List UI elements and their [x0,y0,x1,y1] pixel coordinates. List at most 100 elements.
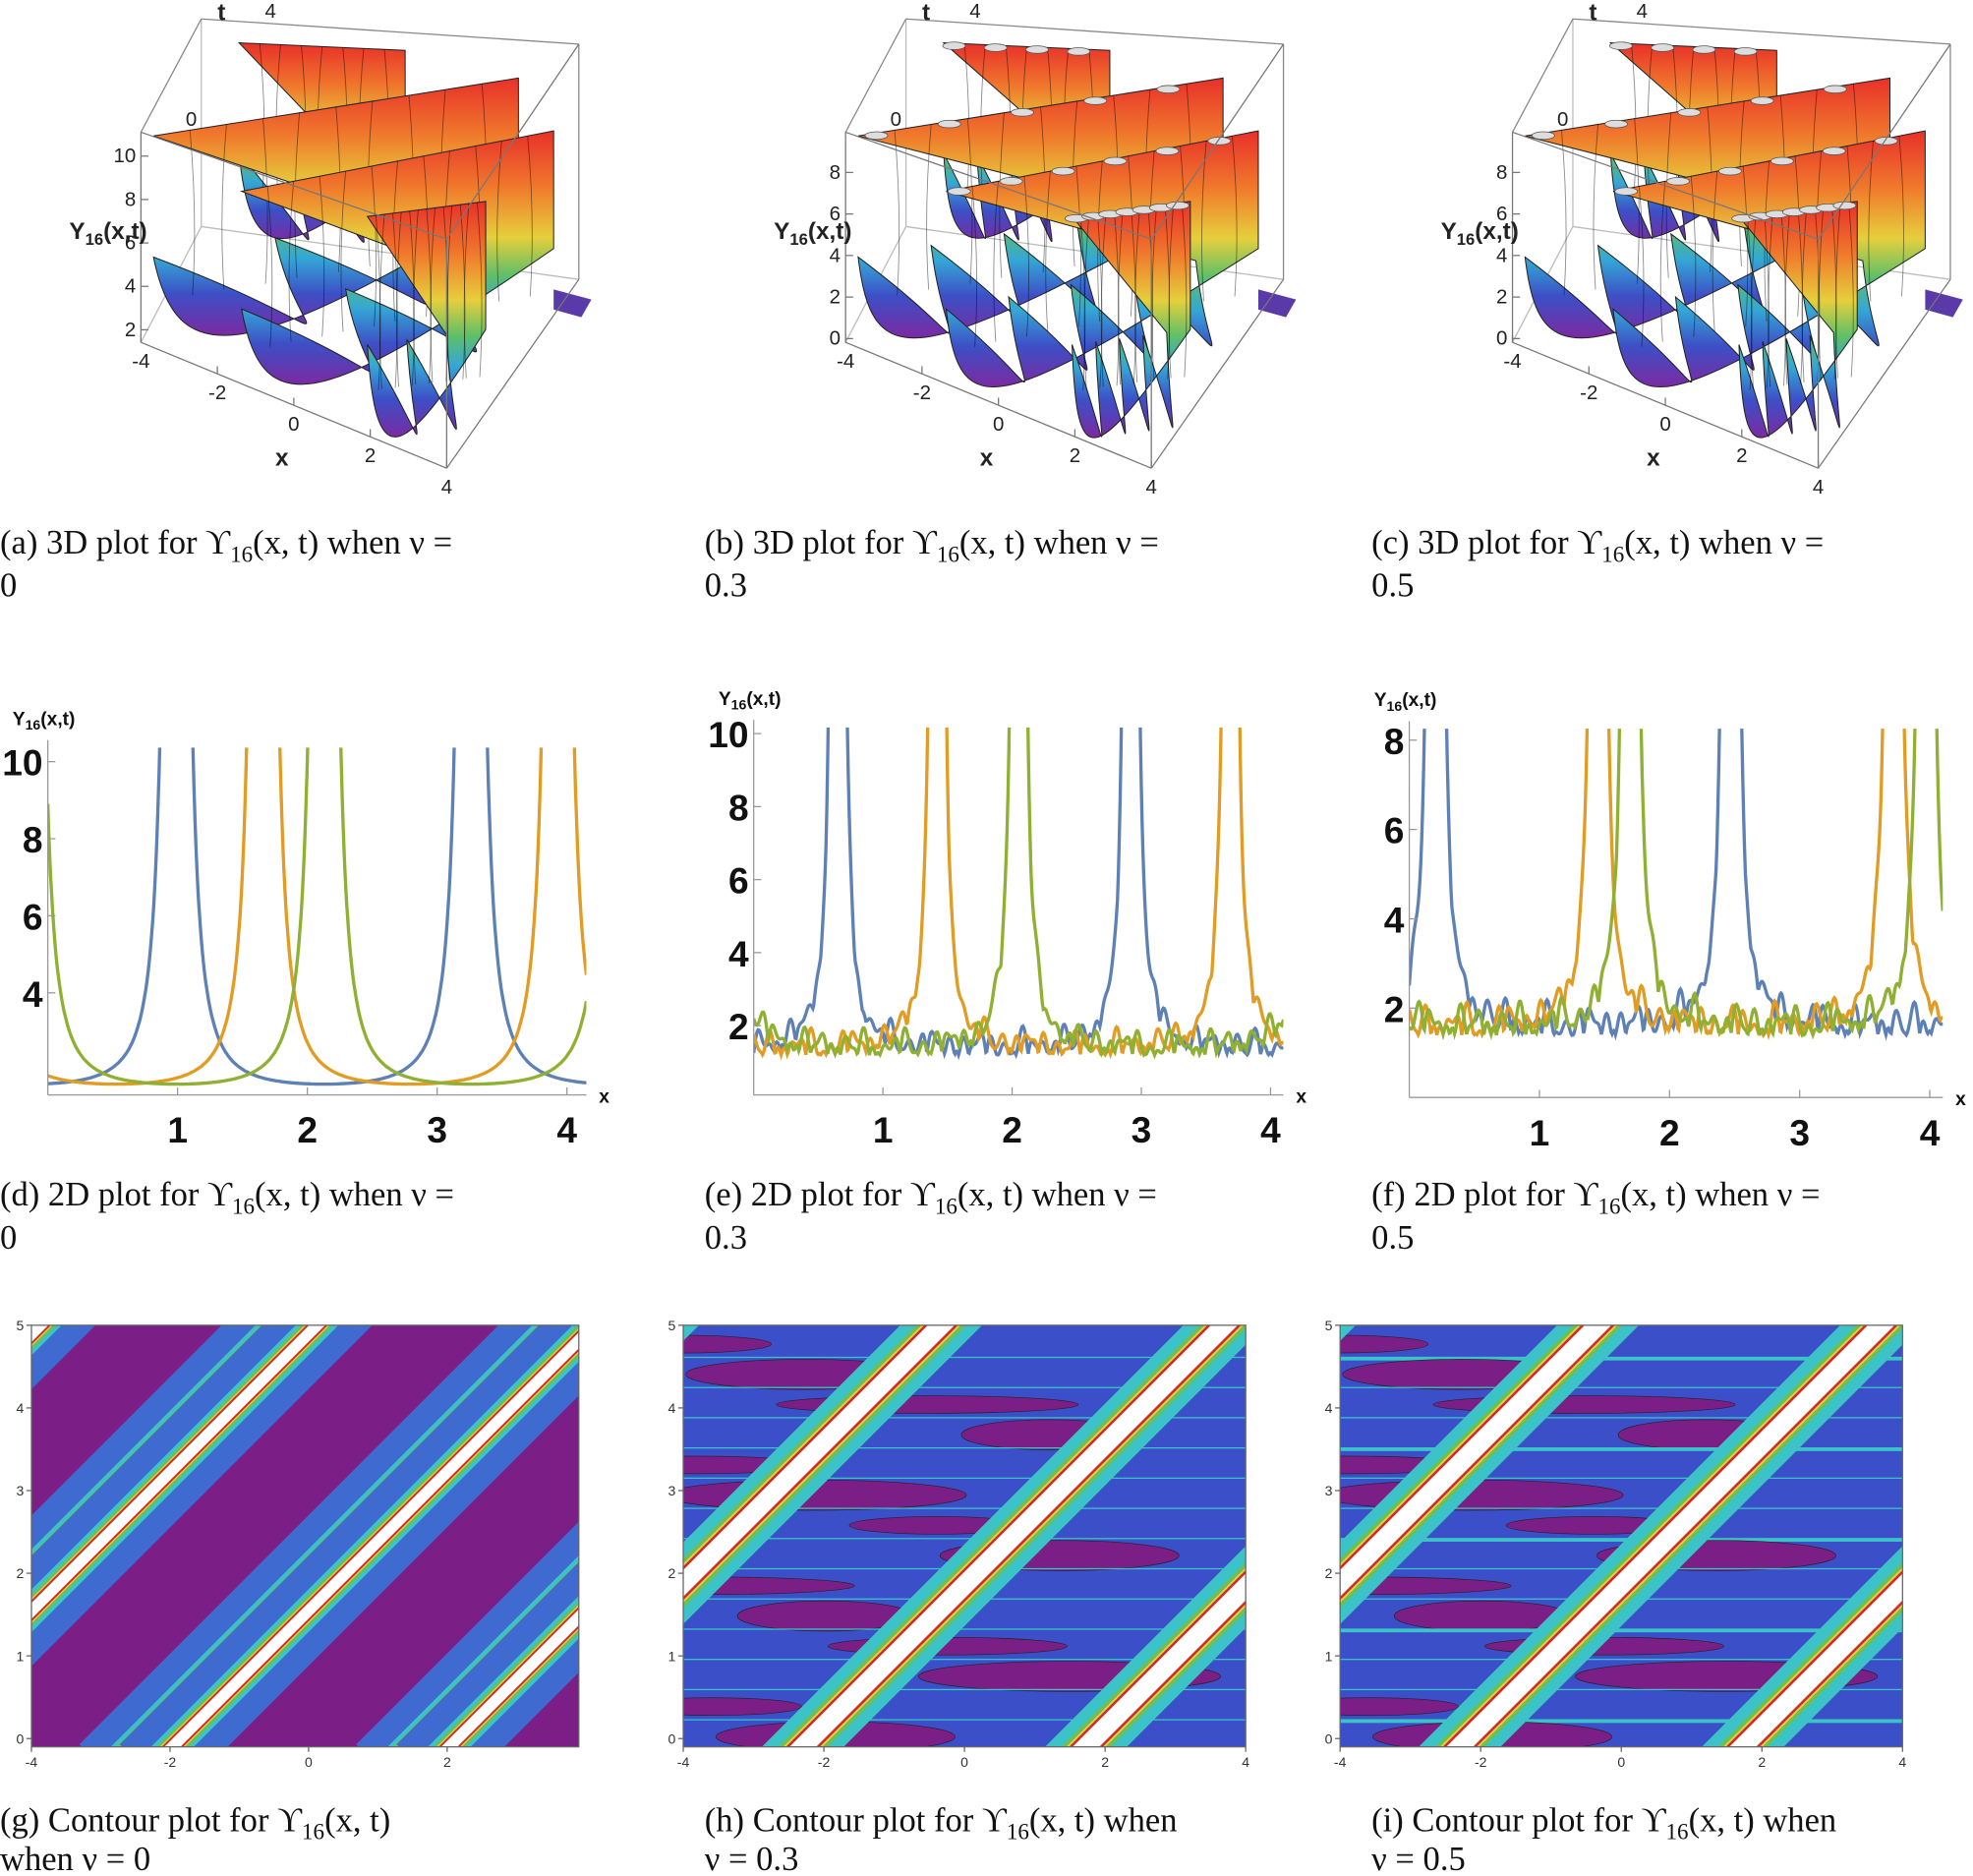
y-axis-label-sub: 16 [1387,698,1403,714]
t-axis-label: t [1589,0,1596,27]
y-axis-label: Y16(x,t) [1374,690,1437,714]
x-tick-label: -2 [1475,1754,1487,1770]
y-tick-label: 10 [708,714,748,755]
curve [753,727,1284,1060]
y-tick-label: 2 [16,1565,24,1581]
z-axis-label-sub: 16 [1457,230,1475,249]
y-tick-label: 3 [1325,1483,1333,1498]
y-tick-label: 0 [1325,1730,1333,1746]
x-tick-label: 4 [441,476,452,498]
caption-line2: 0 [0,567,17,605]
mesh-line [396,211,402,387]
x-tick-label: 0 [1617,1754,1625,1770]
y-axis-label-args: (x,t) [1402,690,1436,711]
caption-line1-main: (g) Contour plot for ϒ [0,1801,303,1839]
mesh-line [894,130,900,296]
box-edge [445,43,580,240]
x-tick-label: -2 [208,381,226,404]
mesh-line [477,202,483,378]
z-tick-label: 8 [1496,161,1507,184]
mesh-line [966,118,973,284]
caption-line1-main: (d) 2D plot for ϒ [0,1176,233,1213]
y-tick-label: 8 [728,787,749,828]
mesh-line [1079,215,1086,390]
y-axis-label: Y16(x,t) [13,709,76,733]
surface-cap [1155,147,1180,155]
x-tick-label: 3 [427,1109,447,1150]
plot-2d: 1 2 3 4 4 6 8 10 x Y16(x,t) [2,709,609,1150]
x-tick-label: 3 [1789,1112,1810,1153]
z-tick-label: 0 [1496,327,1507,350]
caption-line1: (h) Contour plot for ϒ16(x, t) when [705,1801,1178,1844]
curves [1409,729,1944,1041]
mesh-line [371,165,377,327]
y-axis-label-main: Y [1374,690,1387,711]
plot-2d: 1 2 3 4 2 4 6 8 10 x Y16(x,t) [708,689,1306,1150]
surface-wall [1071,201,1191,439]
contour-field [683,1324,1247,1747]
y-tick-label: 2 [728,1006,749,1047]
caption-line1-sub: 16 [935,1193,957,1218]
z-axis-label-main: Y [69,218,85,245]
curve [1409,729,1944,1041]
mesh-line [378,213,385,389]
caption-line2: 0.3 [705,567,747,605]
x-tick-label: 2 [1002,1109,1022,1150]
caption-line1-sub: 16 [232,1193,255,1218]
y-tick-label: 4 [16,1400,24,1416]
x-tick-label: 4 [1898,1754,1906,1770]
x-tick-label: 2 [1070,444,1080,467]
mesh-line [1638,186,1645,347]
z-tick-label: 6 [830,203,841,225]
y-axis-label-sub: 16 [26,717,41,733]
mesh-line [1075,165,1081,327]
mesh-line [1118,209,1124,385]
contour-band [1340,1356,1903,1361]
surface-tail [1257,289,1297,318]
t-tick-label: 0 [891,108,901,131]
caption-line1-args: (x, t) when [1029,1801,1178,1839]
y-tick-label: 2 [1325,1565,1333,1581]
caption-line1-args: (x, t) when ν = [253,524,452,561]
mesh-line [1848,202,1854,378]
contour-band [1340,1538,1903,1543]
z-axis-label-sub: 16 [86,230,104,249]
x-axis-label: x [980,445,994,472]
contour-stripe [30,1324,49,1342]
z-axis-label-args: (x,t) [1475,218,1519,245]
caption-line2: 0.5 [1371,567,1414,605]
box-edge [1150,278,1285,469]
caption-line1-args: (x, t) when ν = [957,1176,1157,1213]
z-axis-label-sub: 16 [789,230,808,249]
curves [753,727,1284,1061]
box-edge [905,18,1284,45]
curve [1409,729,1944,1041]
x-tick-label: 4 [1813,476,1824,498]
mesh-line [1835,203,1841,379]
surface-cap [947,187,971,196]
z-axis-label: Y16(x,t) [1441,218,1519,249]
caption-line1: (g) Contour plot for ϒ16(x, t) [0,1801,390,1844]
x-tick-label: -4 [837,350,854,373]
contour-band [683,1688,1247,1691]
mesh-line [463,203,470,379]
box-edge [201,18,579,45]
mesh-line [189,130,196,296]
contour-band [683,1447,1247,1449]
mesh-line [262,118,268,284]
surface-cap [1677,108,1702,117]
surface-cap [1718,166,1742,176]
mesh-line [1818,205,1825,381]
surface-cap [1166,201,1190,210]
y-axis-label-args: (x,t) [746,689,781,710]
z-tick-label: 4 [830,244,841,266]
y-tick-label: 8 [1384,721,1405,762]
caption-line1: (b) 3D plot for ϒ16(x, t) when ν = [705,524,1159,566]
y-axis-label-main: Y [719,689,731,710]
contour-stripe [30,1324,325,1619]
mesh-line [1151,205,1157,381]
t-tick-label: 4 [969,0,980,23]
x-tick-label: 0 [1659,413,1670,436]
plot-contour: -4 -2 0 2 4 0 1 2 3 4 5 [1325,1318,1907,1770]
caption-line1-sub: 16 [1601,541,1624,566]
